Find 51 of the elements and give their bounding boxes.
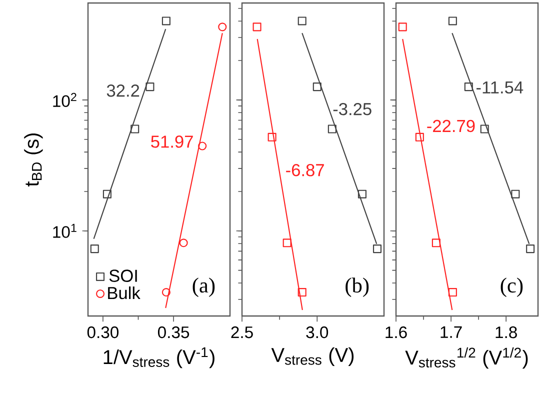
annotation: 32.2 bbox=[106, 84, 140, 97]
x-tick-label: 1.6 bbox=[386, 326, 407, 338]
point bbox=[146, 82, 154, 92]
point bbox=[102, 190, 112, 198]
point bbox=[298, 288, 306, 297]
x-axis-title: V$_{stress}$ (V) bbox=[271, 347, 354, 366]
annotation: -22.79 bbox=[427, 120, 475, 132]
point bbox=[198, 142, 207, 150]
point bbox=[511, 190, 520, 198]
x-tick-label: 0.35 bbox=[158, 326, 190, 338]
x-tick-label: 1.7 bbox=[440, 326, 462, 338]
point bbox=[358, 190, 366, 198]
legend-label: Bulk bbox=[108, 286, 140, 300]
point bbox=[162, 288, 170, 297]
point bbox=[372, 244, 382, 254]
point bbox=[252, 22, 262, 32]
legend-label: SOI bbox=[109, 270, 137, 282]
point bbox=[464, 82, 473, 92]
y-tick-label: 10$^{2}$ bbox=[53, 92, 76, 108]
point bbox=[282, 238, 292, 248]
annotation: -3.25 bbox=[333, 102, 372, 116]
point bbox=[398, 22, 407, 32]
y-axis-title: t$_{BD}$ (s) bbox=[24, 133, 43, 186]
point bbox=[415, 132, 424, 142]
point bbox=[312, 82, 322, 92]
x-tick-label: 3.0 bbox=[306, 326, 328, 338]
point bbox=[480, 124, 489, 134]
point bbox=[179, 238, 188, 248]
point bbox=[90, 244, 99, 254]
point bbox=[526, 244, 535, 254]
y-tick-label: 10$^{1}$ bbox=[53, 224, 76, 238]
point bbox=[448, 16, 457, 26]
x-axis-title: 1/V$_{stress}$ (V$^{-1}$) bbox=[104, 347, 214, 368]
annotation: -6.87 bbox=[286, 164, 324, 176]
x-tick-label: 0.30 bbox=[87, 326, 119, 338]
annotation: 51.97 bbox=[151, 136, 193, 148]
annotation: (c) bbox=[500, 278, 523, 297]
point bbox=[130, 124, 140, 134]
x-tick-label: 2.5 bbox=[231, 326, 253, 338]
annotation: (a) bbox=[192, 278, 215, 297]
point bbox=[268, 132, 276, 142]
point bbox=[432, 238, 440, 248]
annotation: -11.54 bbox=[476, 81, 524, 94]
point bbox=[162, 16, 170, 26]
point bbox=[298, 16, 306, 26]
annotation: (b) bbox=[346, 278, 369, 297]
x-tick-label: 1.8 bbox=[496, 326, 517, 338]
x-axis-title: V$_{stress}$$^{1/2}$ (V$^{1/2}$) bbox=[405, 347, 528, 369]
point bbox=[448, 288, 457, 297]
point bbox=[218, 22, 227, 32]
point bbox=[328, 124, 336, 134]
